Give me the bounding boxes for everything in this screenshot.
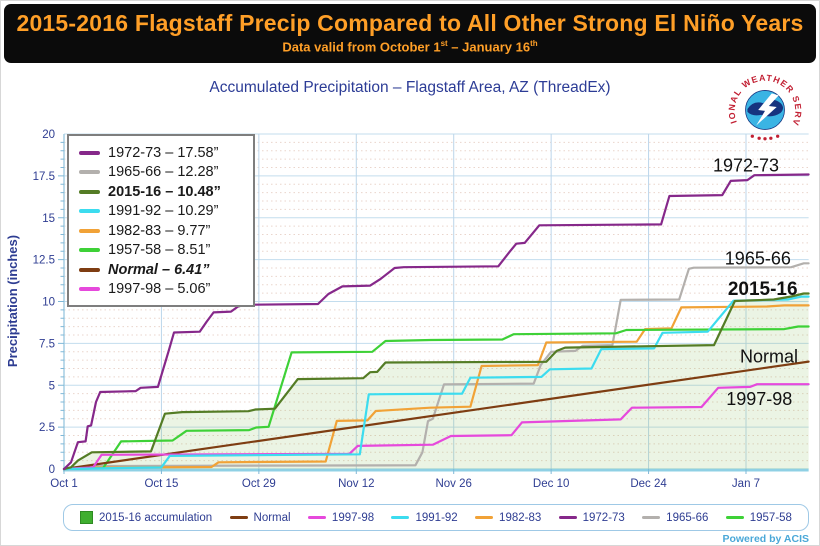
legend-item-normal: Normal – 6.41”	[79, 260, 243, 280]
legend-swatch	[79, 189, 100, 194]
series-annotation-normal: Normal	[740, 347, 798, 367]
legend-label: 1965-66 – 12.28”	[108, 164, 219, 181]
chart-title: Accumulated Precipitation – Flagstaff Ar…	[209, 79, 611, 96]
series-line-1957-58	[62, 325, 810, 471]
bottom-legend-label: 1965-66	[666, 511, 709, 524]
series-annotation-1997-98: 1997-98	[726, 389, 792, 409]
legend-item-1957-58: 1957-58 – 8.51”	[79, 241, 243, 261]
legend-line-swatch	[307, 516, 326, 519]
legend-label: 1997-98 – 5.06”	[108, 281, 211, 298]
page-subtitle: Data valid from October 1st – January 16…	[4, 37, 816, 54]
legend-line-swatch	[475, 516, 494, 519]
bottom-legend-label: 1957-58	[749, 511, 792, 524]
legend-swatch	[79, 170, 100, 175]
bottom-legend-item-normal: Normal	[229, 511, 291, 524]
x-tick-label: Nov 26	[435, 478, 471, 490]
bottom-legend-label: 1997-98	[331, 511, 375, 524]
series-line-2015-16	[62, 292, 810, 471]
legend-line-swatch	[725, 516, 744, 519]
series-line-1965-66	[62, 262, 810, 471]
bottom-legend-label: 2015-16 accumulation	[99, 511, 213, 524]
legend-swatch	[79, 150, 100, 155]
legend-swatch	[79, 228, 100, 233]
y-tick-label: 7.5	[39, 338, 55, 350]
chart-legend-box: 1972-73 – 17.58” 1965-66 – 12.28” 2015-16 …	[67, 134, 255, 307]
y-tick-label: 20	[42, 129, 55, 141]
x-tick-label: Oct 29	[242, 478, 276, 490]
legend-label: 1972-73 – 17.58”	[108, 144, 219, 161]
series-line-1972-73	[62, 173, 810, 471]
bottom-legend-item-2015-16-accumulation: 2015-16 accumulation	[80, 511, 212, 524]
legend-swatch	[79, 248, 100, 253]
legend-item-1965-66: 1965-66 – 12.28”	[79, 163, 243, 183]
legend-item-1991-92: 1991-92 – 10.29”	[79, 202, 243, 222]
accumulation-fill-area	[64, 293, 809, 469]
x-tick-label: Dec 24	[630, 478, 667, 490]
bottom-legend-label: 1982-83	[499, 511, 542, 524]
legend-line-swatch	[391, 516, 410, 519]
series-line-1982-83	[62, 304, 810, 471]
powered-by-credit: Powered by ACIS	[722, 533, 809, 545]
bottom-legend-item-1972-73: 1972-73	[558, 511, 625, 524]
legend-line-swatch	[558, 516, 577, 519]
y-tick-label: 2.5	[39, 422, 55, 434]
legend-line-swatch	[642, 516, 661, 519]
y-tick-label: 10	[42, 297, 55, 309]
bottom-legend-box: 2015-16 accumulation Normal 1997-98 1991-92…	[63, 504, 809, 531]
subtitle-superscript: st	[440, 39, 448, 48]
series-annotation-2015-16: 2015-16	[728, 279, 798, 300]
x-tick-label: Oct 1	[50, 478, 77, 490]
y-tick-label: 0	[49, 464, 55, 476]
series-annotation-1965-66: 1965-66	[725, 249, 791, 269]
page-title: 2015-2016 Flagstaff Precip Compared to A…	[16, 10, 804, 36]
legend-swatch	[79, 267, 100, 272]
legend-swatch	[79, 287, 100, 292]
series-annotation-1972-73: 1972-73	[713, 156, 779, 176]
y-axis-label: Precipitation (inches)	[5, 235, 20, 367]
legend-label: 1991-92 – 10.29”	[108, 203, 219, 220]
title-banner: 2015-2016 Flagstaff Precip Compared to A…	[4, 4, 816, 63]
legend-item-1972-73: 1972-73 – 17.58”	[79, 143, 243, 163]
legend-label: 2015-16 – 10.48”	[108, 183, 221, 200]
x-tick-label: Jan 7	[732, 478, 760, 490]
bottom-legend-item-1965-66: 1965-66	[642, 512, 708, 524]
y-tick-label: 5	[49, 380, 55, 392]
legend-square-swatch	[80, 511, 93, 524]
y-tick-label: 15	[42, 213, 55, 225]
subtitle-text: – January 16	[447, 39, 531, 55]
y-tick-label: 17.5	[33, 171, 55, 183]
bottom-legend-item-1997-98: 1997-98	[307, 511, 375, 524]
legend-label: 1982-83 – 9.77”	[108, 222, 211, 239]
bottom-legend-label: 1991-92	[415, 511, 458, 524]
legend-label: 1957-58 – 8.51”	[108, 242, 211, 259]
y-tick-label: 12.5	[33, 255, 55, 267]
x-tick-label: Nov 12	[338, 478, 374, 490]
subtitle-text: Data valid from October 1	[282, 39, 441, 55]
subtitle-superscript: th	[530, 39, 538, 48]
legend-line-swatch	[229, 516, 248, 519]
legend-label: Normal – 6.41”	[108, 261, 210, 278]
legend-item-2015-16: 2015-16 – 10.48”	[79, 182, 243, 202]
x-tick-label: Oct 15	[144, 478, 178, 490]
x-tick-label: Dec 10	[533, 478, 569, 490]
series-line-normal	[62, 360, 810, 471]
legend-item-1982-83: 1982-83 – 9.77”	[79, 221, 243, 241]
bottom-legend-label: 1972-73	[582, 511, 625, 524]
legend-swatch	[79, 209, 100, 214]
bottom-legend-label: Normal	[253, 511, 291, 524]
bottom-legend-item-1991-92: 1991-92	[391, 511, 458, 524]
bottom-legend-item-1982-83: 1982-83	[475, 512, 541, 524]
legend-item-1997-98: 1997-98 – 5.06”	[79, 280, 243, 300]
bottom-legend-item-1957-58: 1957-58	[725, 511, 792, 524]
national-weather-service-logo-icon: NATIONAL WEATHER SERVICE	[726, 69, 804, 147]
